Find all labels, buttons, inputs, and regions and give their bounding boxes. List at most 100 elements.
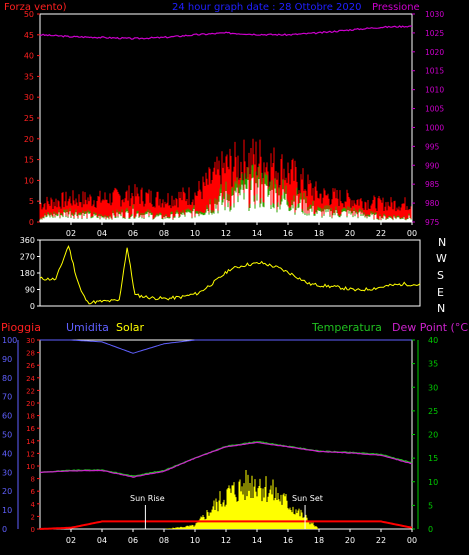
wind-y-tick-label: 20 [24, 135, 34, 144]
wind-y-tick-label: 45 [24, 31, 34, 40]
rain-y-tick-label: 28 [26, 350, 35, 358]
wind-pressure-ticks: 0510152025303540455097598098599099510001… [24, 10, 445, 238]
rain-x-tick-label: 08 [159, 536, 169, 545]
rain-y-tick-label: 24 [26, 375, 35, 383]
rain-y-tick-label: 10 [26, 463, 35, 471]
wind-y-tick-label: 0 [29, 218, 34, 227]
direction-y-tick-label: 270 [20, 253, 35, 262]
temperature-y-tick-label: 35 [428, 360, 438, 369]
humidity-y-tick-label: 0 [2, 525, 7, 534]
humidity-y-tick-label: 70 [2, 393, 12, 402]
rain-line [39, 520, 413, 530]
humidity-line [40, 339, 412, 354]
rain-axis-label: Pioggia [1, 321, 41, 334]
compass-labels: N W S E N [436, 236, 447, 315]
wind-y-tick-label: 5 [29, 197, 34, 206]
temperature-y-tick-label: 40 [428, 336, 438, 345]
wind-x-tick-label: 14 [252, 229, 262, 238]
humidity-y-tick-label: 50 [2, 431, 12, 440]
humidity-y-tick-label: 20 [2, 487, 12, 496]
wind-x-tick-label: 20 [345, 229, 355, 238]
pressure-y-tick-label: 975 [425, 218, 440, 227]
pressure-y-tick-label: 1025 [425, 29, 444, 38]
wind-x-tick-label: 10 [190, 229, 200, 238]
wind-pressure-series [39, 25, 413, 222]
temperature-axis-label: Temperatura [311, 321, 382, 334]
rain-y-tick-label: 0 [31, 526, 35, 534]
rain-x-tick-label: 12 [221, 536, 231, 545]
rain-x-tick-label: 10 [190, 536, 200, 545]
sunset-label: Sun Set [292, 494, 323, 503]
pressure-axis-label: Pressione [372, 2, 420, 13]
wind-x-tick-label: 18 [314, 229, 324, 238]
rain-x-tick-label: 14 [252, 536, 262, 545]
compass-label-w: W [436, 252, 447, 265]
humidity-y-tick-label: 90 [2, 355, 12, 364]
wind-x-tick-label: 00 [407, 229, 417, 238]
pressure-y-tick-label: 1020 [425, 48, 444, 57]
wind-direction-ticks: 0 90 180 270 360 [20, 236, 40, 311]
rain-y-tick-label: 12 [26, 450, 35, 458]
wind-y-tick-label: 10 [24, 176, 34, 185]
pressure-y-tick-label: 990 [425, 161, 440, 170]
direction-y-tick-label: 360 [20, 236, 35, 245]
pressure-y-tick-label: 1005 [425, 105, 444, 114]
humidity-y-tick-label: 10 [2, 506, 12, 515]
compass-label-n-top: N [438, 236, 446, 249]
rain-x-tick-label: 18 [314, 536, 324, 545]
rain-y-tick-label: 22 [26, 387, 35, 395]
wind-axis-label: Forza vento) [4, 2, 67, 13]
rain-y-tick-label: 2 [31, 513, 35, 521]
pressure-y-tick-label: 1015 [425, 67, 444, 76]
solar-axis-label: Solar [116, 321, 145, 334]
humidity-y-tick-label: 60 [2, 412, 12, 421]
wind-x-tick-label: 02 [66, 229, 76, 238]
pressure-y-tick-label: 985 [425, 180, 440, 189]
rain-x-tick-label: 02 [66, 536, 76, 545]
wind-y-tick-label: 50 [24, 10, 34, 19]
temperature-y-tick-label: 30 [428, 383, 438, 392]
rain-x-tick-label: 00 [407, 536, 417, 545]
rain-y-tick-label: 18 [26, 413, 35, 421]
direction-y-tick-label: 90 [25, 286, 35, 295]
rain-y-tick-label: 4 [31, 501, 36, 509]
dew-point-line [40, 441, 413, 478]
humidity-y-tick-label: 80 [2, 374, 12, 383]
wind-direction-series [39, 245, 421, 305]
wind-y-tick-label: 40 [24, 52, 34, 61]
pressure-y-tick-label: 1030 [425, 10, 444, 19]
wind-x-tick-label: 22 [376, 229, 386, 238]
rain-x-tick-label: 06 [128, 536, 138, 545]
humidity-y-tick-label: 40 [2, 449, 12, 458]
rain-y-tick-label: 20 [26, 400, 35, 408]
direction-y-tick-label: 180 [20, 269, 35, 278]
direction-y-tick-label: 0 [30, 302, 35, 311]
rain-x-tick-label: 04 [97, 536, 107, 545]
humidity-y-tick-label: 100 [2, 336, 17, 345]
rain-y-tick-label: 14 [26, 438, 35, 446]
temperature-y-tick-label: 25 [428, 407, 438, 416]
compass-label-s: S [437, 269, 444, 282]
rain-x-tick-label: 20 [345, 536, 355, 545]
rain-y-tick-label: 6 [31, 488, 36, 496]
humidity-axis-label: Umidita [66, 321, 109, 334]
temperature-y-tick-label: 10 [428, 478, 438, 487]
wind-y-tick-label: 30 [24, 93, 34, 102]
humidity-y-tick-label: 30 [2, 468, 12, 477]
pressure-y-tick-label: 1000 [425, 123, 444, 132]
rain-x-tick-label: 16 [283, 536, 293, 545]
pressure-y-tick-label: 1010 [425, 86, 444, 95]
chart-title: 24 hour graph date : 28 Ottobre 2020 [172, 2, 361, 13]
pressure-y-tick-label: 980 [425, 199, 440, 208]
wind-x-tick-label: 16 [283, 229, 293, 238]
wind-y-tick-label: 35 [24, 72, 34, 81]
wind-direction-line [39, 245, 421, 305]
rain-y-tick-label: 8 [31, 476, 35, 484]
wind-x-tick-label: 12 [221, 229, 231, 238]
pressure-line [39, 25, 413, 40]
temperature-y-tick-label: 20 [428, 431, 438, 440]
compass-label-n-bottom: N [437, 302, 445, 315]
sunrise-label: Sun Rise [130, 494, 165, 503]
wind-x-tick-label: 08 [159, 229, 169, 238]
